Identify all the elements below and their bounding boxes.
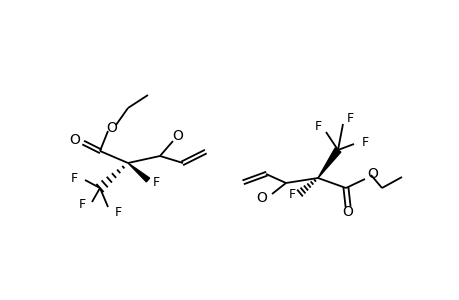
Text: F: F <box>346 112 353 124</box>
Text: F: F <box>314 119 321 133</box>
Text: O: O <box>106 121 117 135</box>
Text: O: O <box>342 205 353 219</box>
Text: O: O <box>172 129 183 143</box>
Polygon shape <box>317 148 340 178</box>
Text: O: O <box>256 191 267 205</box>
Text: O: O <box>69 133 80 147</box>
Text: F: F <box>152 176 159 188</box>
Polygon shape <box>128 163 149 182</box>
Text: F: F <box>361 136 368 148</box>
Text: F: F <box>78 199 85 212</box>
Text: O: O <box>367 167 378 181</box>
Text: F: F <box>70 172 78 184</box>
Text: F: F <box>114 206 121 218</box>
Text: F: F <box>288 188 295 202</box>
